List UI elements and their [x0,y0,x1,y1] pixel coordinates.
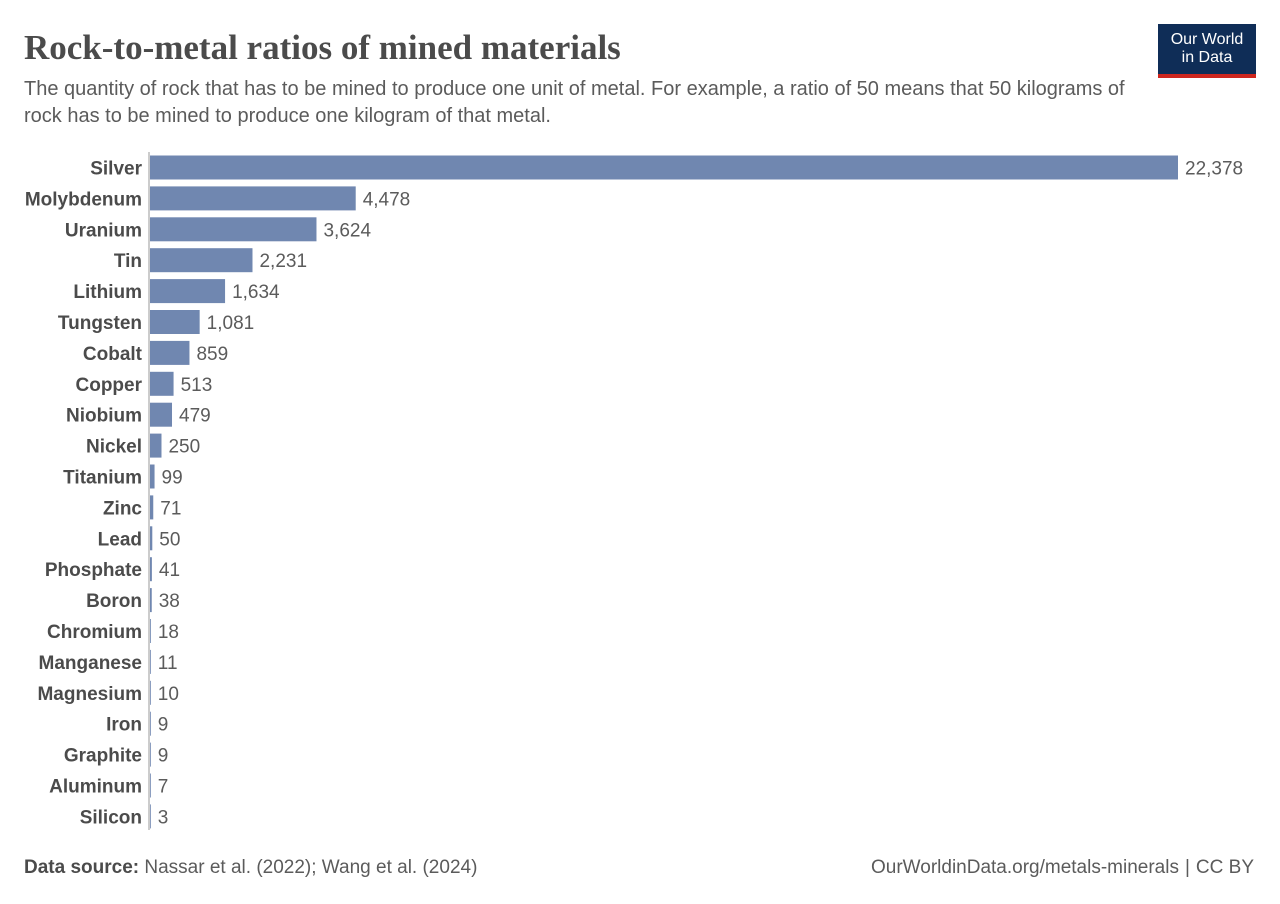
owid-logo[interactable]: Our World in Data [1158,24,1256,78]
value-label: 10 [158,684,179,705]
value-label: 2,231 [259,251,307,272]
bar[interactable] [150,310,200,334]
value-label: 479 [179,406,211,427]
footer-credit: OurWorldinData.org/metals-minerals | CC BY [871,856,1254,880]
footer-url[interactable]: OurWorldinData.org/metals-minerals [871,857,1179,878]
category-label: Boron [86,591,142,612]
bar[interactable] [150,248,253,273]
bar[interactable] [150,619,151,643]
category-label: Tin [114,251,142,272]
bar[interactable] [150,340,190,365]
value-label: 9 [158,746,169,767]
value-label: 4,478 [363,189,411,210]
data-source: Data source: Nassar et al. (2022); Wang … [24,856,477,880]
category-label: Zinc [103,498,142,519]
bar[interactable] [150,155,1178,180]
bar[interactable] [150,557,152,582]
chart-title: Rock-to-metal ratios of mined materials [24,28,621,67]
category-label: Molybdenum [25,189,142,210]
data-source-label: Data source: [24,857,140,878]
bar[interactable] [150,433,162,458]
category-label: Silver [90,159,142,180]
category-label: Lithium [73,282,142,303]
value-label: 859 [196,344,228,365]
value-label: 250 [168,437,200,458]
value-label: 7 [158,777,169,798]
bar[interactable] [150,217,317,242]
bar[interactable] [150,402,173,427]
bar[interactable] [150,680,151,705]
category-label: Manganese [39,653,142,674]
data-source-text: Nassar et al. (2022); Wang et al. (2024) [144,857,478,878]
value-label: 3 [158,807,169,828]
bar[interactable] [150,711,151,736]
category-label: Magnesium [37,684,142,705]
value-label: 18 [158,622,179,643]
bar[interactable] [150,279,226,304]
value-label: 99 [162,468,183,489]
bar-chart: Silver 22,378 Molybdenum 4,478 Uranium 3,624 T… [25,152,1243,830]
value-label: 38 [159,591,180,612]
category-label: Chromium [47,622,142,643]
value-label: 513 [181,375,213,396]
category-label: Nickel [86,437,142,458]
bar[interactable] [150,742,151,767]
chart-subtitle: The quantity of rock that has to be mine… [24,78,1125,127]
value-label: 11 [158,653,178,674]
category-label: Iron [106,715,142,736]
value-label: 22,378 [1185,159,1243,180]
value-label: 3,624 [323,220,371,241]
category-label: Copper [76,375,143,396]
category-label: Cobalt [83,344,143,365]
value-label: 71 [160,498,181,519]
bar[interactable] [150,588,152,613]
category-label: Aluminum [49,777,142,798]
logo-line-2: in Data [1181,49,1233,66]
bar[interactable] [150,804,151,829]
category-label: Uranium [65,220,142,241]
category-label: Titanium [63,468,142,489]
bar[interactable] [150,464,155,489]
bar[interactable] [150,186,356,211]
category-label: Silicon [80,807,142,828]
logo-line-1: Our World [1170,31,1244,48]
bar[interactable] [150,526,153,551]
category-label: Niobium [66,406,142,427]
footer-separator: | [1184,857,1190,878]
footer-license[interactable]: CC BY [1195,857,1254,878]
value-label: 9 [158,715,169,736]
bar[interactable] [150,495,154,520]
category-label: Lead [98,529,142,550]
category-label: Tungsten [58,313,142,334]
category-label: Graphite [64,746,142,767]
bar[interactable] [150,649,151,674]
category-label: Phosphate [45,560,142,581]
value-label: 1,634 [232,282,280,303]
bar[interactable] [150,773,151,798]
value-label: 41 [159,560,180,581]
value-label: 50 [159,529,180,550]
value-label: 1,081 [207,313,255,334]
bar[interactable] [150,371,174,396]
